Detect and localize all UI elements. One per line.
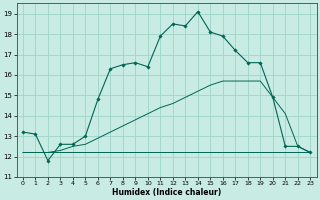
X-axis label: Humidex (Indice chaleur): Humidex (Indice chaleur): [112, 188, 221, 197]
